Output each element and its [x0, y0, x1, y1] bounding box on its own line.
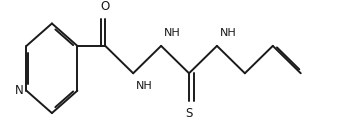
Text: O: O: [101, 0, 110, 13]
Text: NH: NH: [164, 28, 181, 38]
Text: N: N: [15, 84, 24, 97]
Text: NH: NH: [136, 81, 153, 91]
Text: S: S: [185, 107, 193, 120]
Text: NH: NH: [220, 28, 237, 38]
